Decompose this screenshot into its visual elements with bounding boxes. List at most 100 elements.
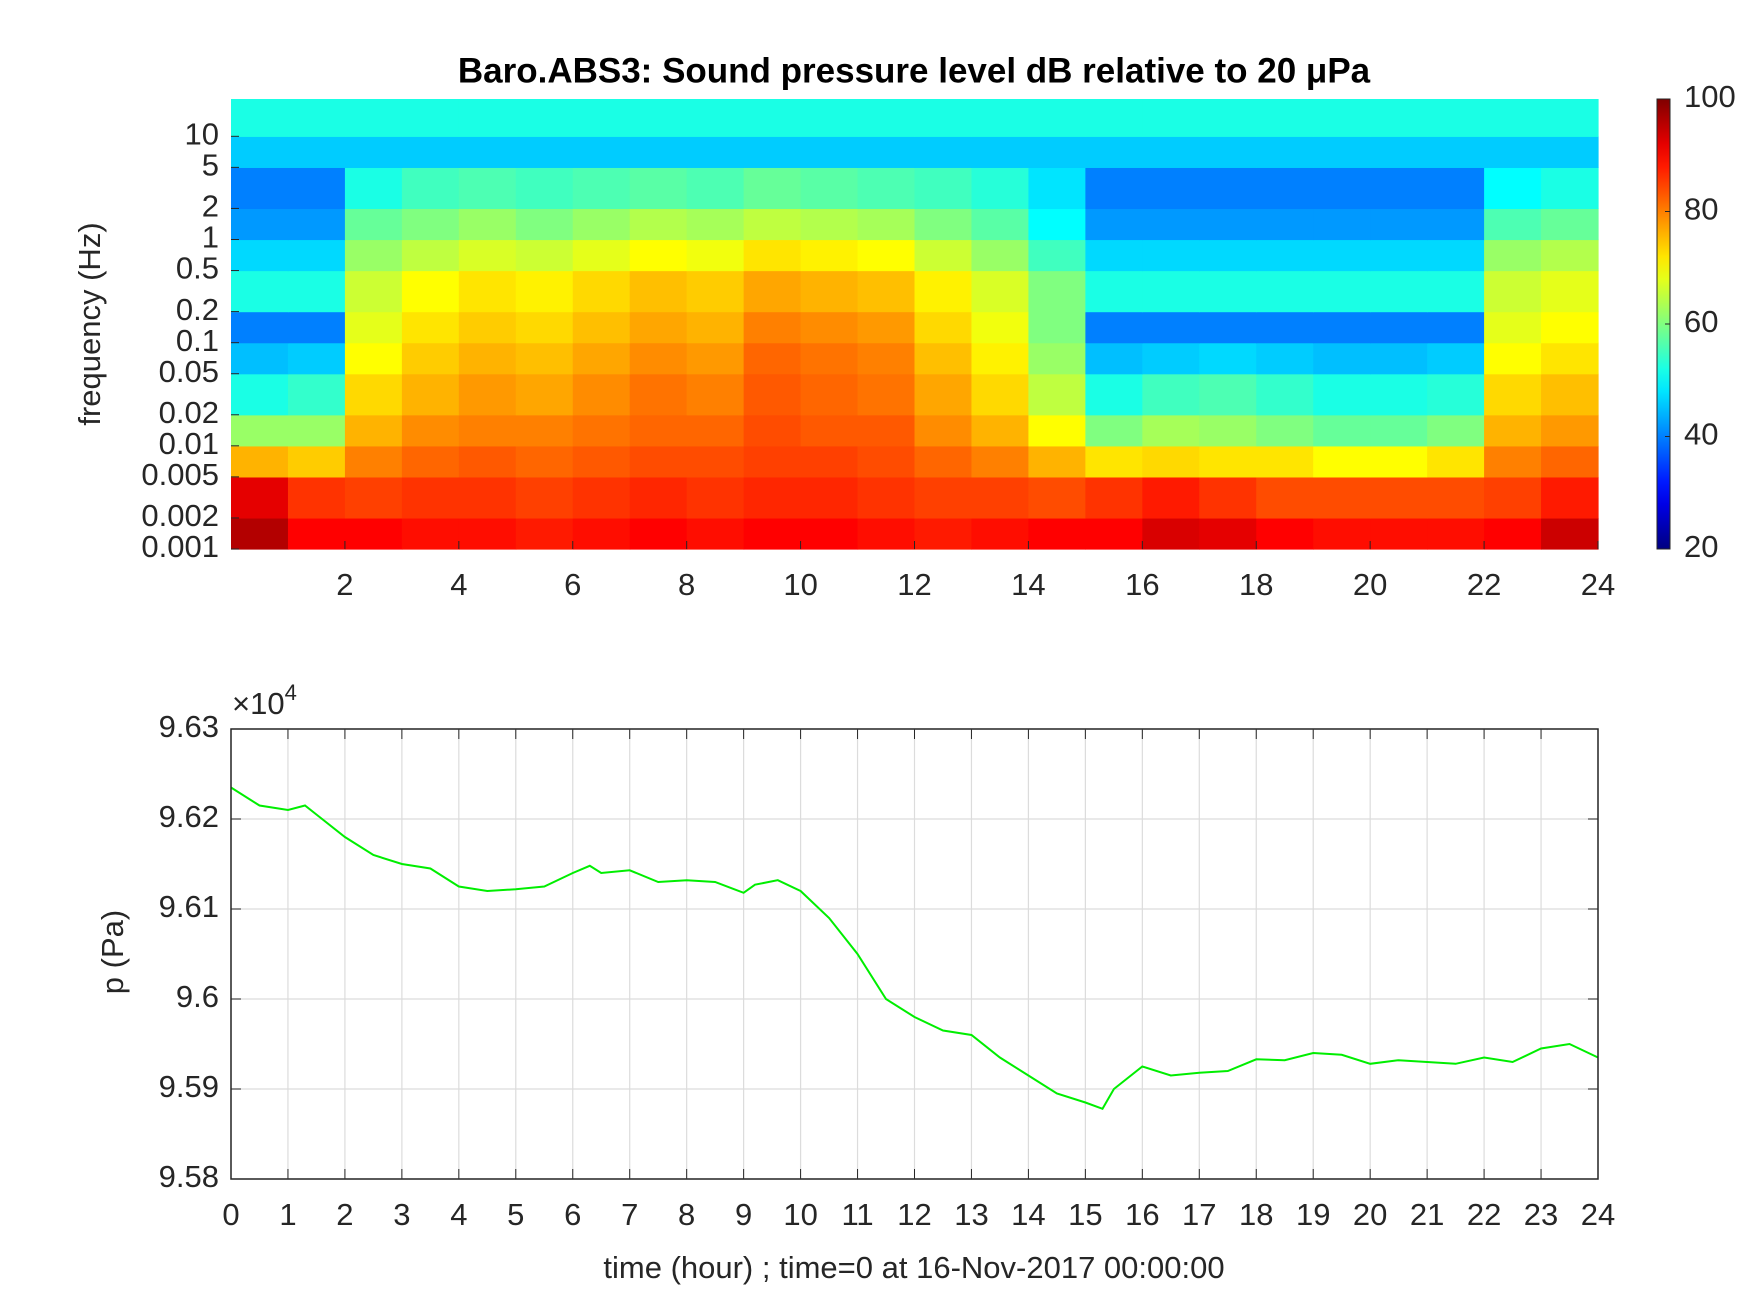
heat-cell — [1142, 136, 1200, 168]
heat-cell — [1541, 414, 1599, 447]
y-tick-label: 10 — [185, 117, 219, 152]
heat-cell — [1313, 167, 1371, 210]
heat-cell — [1028, 239, 1086, 272]
heat-cell — [857, 99, 916, 137]
heat-cell — [1370, 373, 1428, 416]
y-tick-label: 0.005 — [141, 457, 219, 492]
heat-cell — [1085, 373, 1143, 416]
heat-cell — [344, 208, 403, 241]
heat-cell — [515, 476, 574, 519]
x-tick-label: 16 — [1125, 1197, 1159, 1232]
heat-cell — [686, 239, 745, 272]
heat-cell — [1142, 239, 1200, 272]
heat-cell — [1028, 517, 1086, 550]
x-tick-label: 24 — [1581, 1197, 1615, 1232]
heat-cell — [231, 373, 289, 416]
y-axis-label: frequency (Hz) — [72, 222, 107, 425]
heat-cell — [515, 239, 574, 272]
x-tick-label: 3 — [393, 1197, 410, 1232]
heat-cell — [1427, 239, 1485, 272]
heat-cell — [231, 311, 289, 344]
x-tick-label: 10 — [783, 1197, 817, 1232]
x-tick-label: 18 — [1239, 567, 1273, 602]
heat-cell — [1028, 414, 1086, 447]
y-tick-label: 9.61 — [159, 889, 219, 924]
heat-cell — [515, 136, 574, 168]
y-tick-label: 9.62 — [159, 799, 219, 834]
colorbar-tick-label: 40 — [1684, 417, 1718, 452]
x-tick-label: 1 — [279, 1197, 296, 1232]
heat-cell — [857, 239, 916, 272]
heat-cell — [1427, 414, 1485, 447]
heat-cell — [629, 136, 688, 168]
heat-cell — [800, 239, 859, 272]
heat-cell — [686, 414, 745, 447]
heat-cell — [344, 311, 403, 344]
heat-cell — [1199, 239, 1257, 272]
heat-cell — [1427, 167, 1485, 210]
y-tick-label: 0.2 — [176, 292, 219, 327]
heat-cell — [231, 342, 289, 375]
heat-cell — [1199, 311, 1257, 344]
x-tick-label: 24 — [1581, 567, 1615, 602]
y-tick-label: 2 — [202, 189, 219, 224]
heat-cell — [458, 476, 517, 519]
heat-cell — [344, 476, 403, 519]
heat-cell — [1541, 445, 1599, 478]
heat-cell — [1484, 99, 1542, 137]
y-tick-label: 9.6 — [176, 979, 219, 1014]
heat-cell — [231, 167, 289, 210]
heat-cell — [1256, 239, 1314, 272]
heat-cell — [1085, 342, 1143, 375]
heat-cell — [914, 373, 973, 416]
heat-cell — [1427, 136, 1485, 168]
heat-cell — [287, 342, 346, 375]
x-tick-label: 20 — [1353, 1197, 1387, 1232]
y-tick-label: 0.001 — [141, 529, 219, 564]
heat-cell — [629, 517, 688, 550]
heat-cell — [1313, 311, 1371, 344]
y-tick-label: 9.59 — [159, 1069, 219, 1104]
heat-cell — [1199, 414, 1257, 447]
y-tick-label: 0.02 — [159, 395, 219, 430]
heat-cell — [743, 311, 802, 344]
heat-cell — [515, 99, 574, 137]
heat-cell — [401, 311, 460, 344]
chart-title: Baro.ABS3: Sound pressure level dB relat… — [458, 51, 1371, 90]
heat-cell — [231, 239, 289, 272]
heat-cell — [515, 445, 574, 478]
x-tick-label: 22 — [1467, 1197, 1501, 1232]
heat-cell — [1427, 208, 1485, 241]
heat-cell — [800, 136, 859, 168]
heat-cell — [458, 445, 517, 478]
heat-cell — [914, 208, 973, 241]
heat-cell — [1199, 476, 1257, 519]
heat-cell — [857, 311, 916, 344]
heat-cell — [1370, 517, 1428, 550]
x-tick-label: 8 — [678, 567, 695, 602]
heat-cell — [515, 517, 574, 550]
heat-cell — [914, 311, 973, 344]
heat-cell — [572, 311, 631, 344]
heat-cell — [914, 136, 973, 168]
heat-cell — [1142, 208, 1200, 241]
heat-cell — [686, 270, 745, 313]
heat-cell — [1199, 136, 1257, 168]
heat-cell — [800, 445, 859, 478]
heat-cell — [1313, 445, 1371, 478]
heat-cell — [344, 136, 403, 168]
heat-cell — [344, 342, 403, 375]
heat-cell — [1085, 311, 1143, 344]
x-tick-label: 23 — [1524, 1197, 1558, 1232]
heat-cell — [1085, 239, 1143, 272]
heat-cell — [1541, 311, 1599, 344]
heat-cell — [1028, 445, 1086, 478]
heat-cell — [971, 136, 1030, 168]
heat-cell — [1142, 167, 1200, 210]
heat-cell — [1085, 167, 1143, 210]
heat-cell — [1142, 270, 1200, 313]
heat-cell — [743, 167, 802, 210]
heat-cell — [458, 136, 517, 168]
heat-cell — [1142, 476, 1200, 519]
heat-cell — [1541, 167, 1599, 210]
